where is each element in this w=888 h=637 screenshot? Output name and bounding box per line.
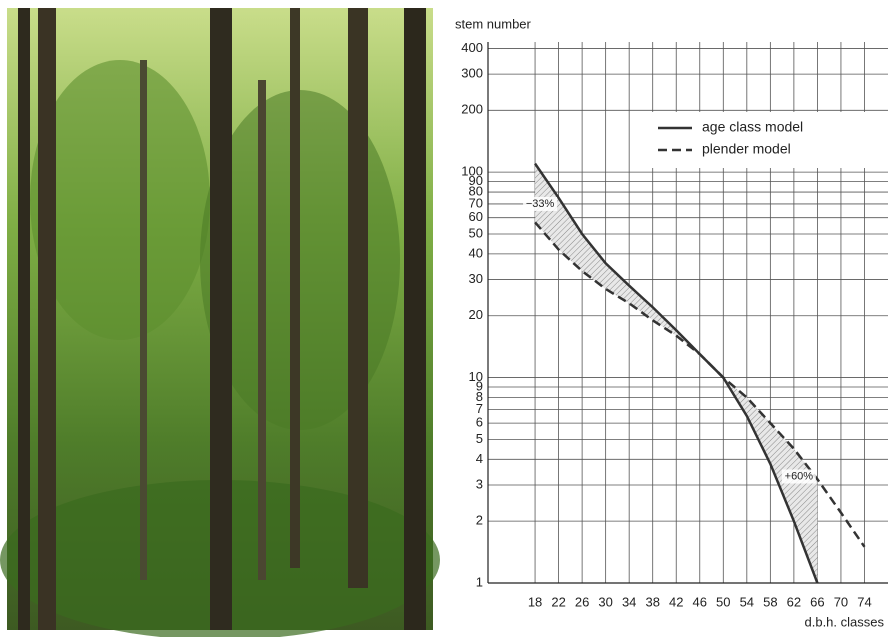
y-tick-label: 50 [469,225,483,240]
x-tick-label: 46 [693,594,707,609]
annotation: −33% [526,198,555,210]
y-tick-label: 60 [469,209,483,224]
x-tick-label: 74 [857,594,871,609]
y-tick-label: 2 [476,513,483,528]
x-tick-label: 38 [645,594,659,609]
x-tick-label: 66 [810,594,824,609]
y-tick-label: 300 [461,66,483,81]
y-tick-label: 4 [476,451,483,466]
plot-area: 1234567891020304050607080901002003004001… [461,40,888,610]
y-tick-label: 6 [476,415,483,430]
x-tick-label: 58 [763,594,777,609]
x-tick-label: 18 [528,594,542,609]
y-tick-label: 40 [469,245,483,260]
y-tick-label: 30 [469,271,483,286]
legend-label: plender model [702,141,791,157]
y-tick-label: 10 [469,369,483,384]
y-tick-label: 200 [461,102,483,117]
y-tick-label: 20 [469,307,483,322]
y-tick-label: 400 [461,40,483,55]
forest-photo [0,8,440,637]
annotation: +60% [785,470,814,482]
x-tick-label: 34 [622,594,636,609]
y-tick-label: 3 [476,476,483,491]
x-tick-label: 50 [716,594,730,609]
x-tick-label: 22 [551,594,565,609]
y-tick-label: 1 [476,574,483,589]
x-tick-label: 26 [575,594,589,609]
x-tick-label: 54 [740,594,754,609]
y-axis-label: stem number [455,16,532,31]
x-tick-label: 62 [787,594,801,609]
legend-label: age class model [702,119,803,135]
figure: stem number d.b.h. classes 1234567891020… [0,0,888,637]
y-tick-label: 5 [476,431,483,446]
x-axis-label: d.b.h. classes [805,614,885,629]
x-tick-label: 42 [669,594,683,609]
x-tick-label: 70 [834,594,848,609]
y-tick-label: 100 [461,164,483,179]
x-tick-label: 30 [598,594,612,609]
